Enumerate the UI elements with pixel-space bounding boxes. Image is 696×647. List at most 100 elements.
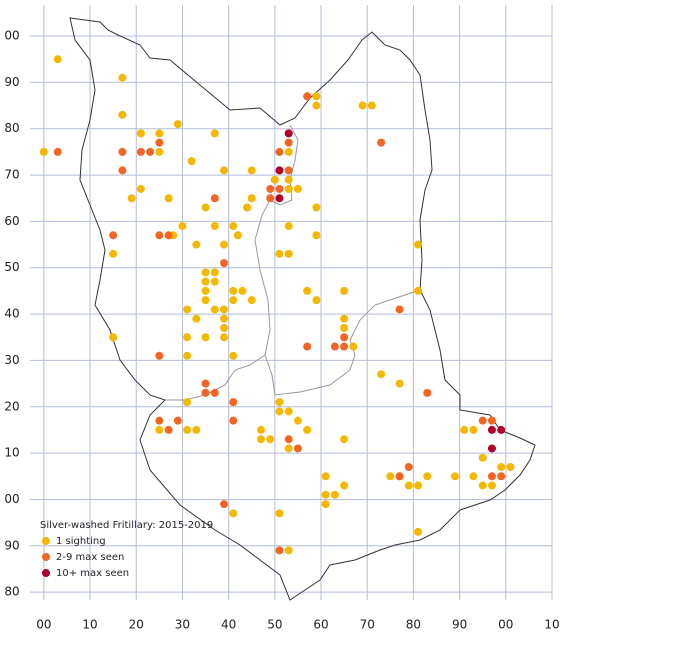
sighting-point	[136, 147, 145, 156]
sighting-point	[312, 296, 321, 305]
sighting-point	[478, 453, 487, 462]
sighting-point	[404, 481, 413, 490]
sighting-point	[233, 231, 242, 240]
sighting-point	[136, 184, 145, 193]
sighting-point	[220, 305, 229, 314]
x-tick-label: 80	[406, 618, 421, 632]
sighting-point	[312, 231, 321, 240]
sighting-point	[284, 166, 293, 175]
sighting-point	[173, 416, 182, 425]
y-tick-label: 60	[4, 214, 19, 228]
x-tick-label: 10	[544, 618, 559, 632]
sighting-point	[487, 481, 496, 490]
sighting-point	[201, 203, 210, 212]
sighting-point	[155, 138, 164, 147]
sighting-point	[229, 286, 238, 295]
sighting-point	[201, 388, 210, 397]
sighting-point	[293, 444, 302, 453]
sighting-point	[155, 129, 164, 138]
sighting-point	[155, 351, 164, 360]
sighting-point	[340, 481, 349, 490]
sighting-point	[303, 286, 312, 295]
legend-title: Silver-washed Fritillary: 2015-2019	[40, 520, 213, 531]
sighting-point	[229, 398, 238, 407]
sighting-point	[220, 240, 229, 249]
sighting-point	[414, 240, 423, 249]
legend-label: 2-9 max seen	[56, 552, 124, 563]
sighting-point	[275, 249, 284, 258]
sighting-point	[146, 147, 155, 156]
sighting-point	[229, 296, 238, 305]
sighting-point	[312, 92, 321, 101]
sighting-point	[109, 333, 118, 342]
sighting-point	[173, 120, 182, 129]
sighting-point	[386, 472, 395, 481]
y-tick-label: 30	[4, 353, 19, 367]
sighting-point	[210, 305, 219, 314]
y-tick-label: 00	[4, 492, 19, 506]
sighting-point	[164, 194, 173, 203]
sighting-point	[201, 277, 210, 286]
sighting-point	[118, 73, 127, 82]
sighting-point	[247, 296, 256, 305]
sighting-point	[284, 407, 293, 416]
sighting-point	[303, 342, 312, 351]
sighting-point	[118, 147, 127, 156]
sighting-point	[164, 425, 173, 434]
sighting-point	[497, 425, 506, 434]
y-tick-label: 90	[4, 75, 19, 89]
sighting-point	[247, 166, 256, 175]
legend-swatch	[42, 553, 50, 561]
sighting-point	[275, 398, 284, 407]
sighting-point	[497, 472, 506, 481]
sighting-point	[201, 296, 210, 305]
sighting-point	[53, 55, 62, 64]
sighting-point	[220, 333, 229, 342]
sighting-point	[183, 398, 192, 407]
sighting-point	[118, 110, 127, 119]
sighting-point	[220, 314, 229, 323]
x-tick-label: 90	[452, 618, 467, 632]
sighting-point	[423, 388, 432, 397]
sighting-point	[275, 407, 284, 416]
sighting-point	[340, 342, 349, 351]
sighting-point	[229, 222, 238, 231]
legend-swatch	[42, 569, 50, 577]
sighting-point	[284, 147, 293, 156]
y-tick-label: 10	[4, 446, 19, 460]
y-tick-label: 20	[4, 399, 19, 413]
sighting-point	[469, 425, 478, 434]
y-tick-label: 40	[4, 307, 19, 321]
sighting-point	[266, 184, 275, 193]
sighting-point	[404, 463, 413, 472]
sighting-point	[53, 147, 62, 156]
sighting-point	[340, 323, 349, 332]
sighting-point	[201, 286, 210, 295]
sighting-point	[284, 435, 293, 444]
sighting-point	[358, 101, 367, 110]
sighting-point	[275, 166, 284, 175]
sighting-point	[293, 184, 302, 193]
sighting-point	[340, 286, 349, 295]
sighting-point	[127, 194, 136, 203]
sighting-point	[284, 184, 293, 193]
legend: Silver-washed Fritillary: 2015-2019 1 si…	[40, 520, 213, 579]
sighting-point	[109, 231, 118, 240]
sighting-point	[395, 305, 404, 314]
sighting-point	[210, 222, 219, 231]
sighting-point	[192, 425, 201, 434]
y-tick-label: 90	[4, 538, 19, 552]
sighting-point	[118, 166, 127, 175]
sighting-point	[284, 138, 293, 147]
sighting-point	[469, 472, 478, 481]
sighting-point	[210, 277, 219, 286]
sighting-point	[210, 129, 219, 138]
sighting-point	[460, 425, 469, 434]
sighting-point	[220, 500, 229, 509]
sighting-point	[395, 472, 404, 481]
sighting-point	[270, 175, 279, 184]
sighting-point	[192, 240, 201, 249]
sighting-point	[109, 249, 118, 258]
x-tick-label: 50	[267, 618, 282, 632]
sighting-point	[497, 463, 506, 472]
